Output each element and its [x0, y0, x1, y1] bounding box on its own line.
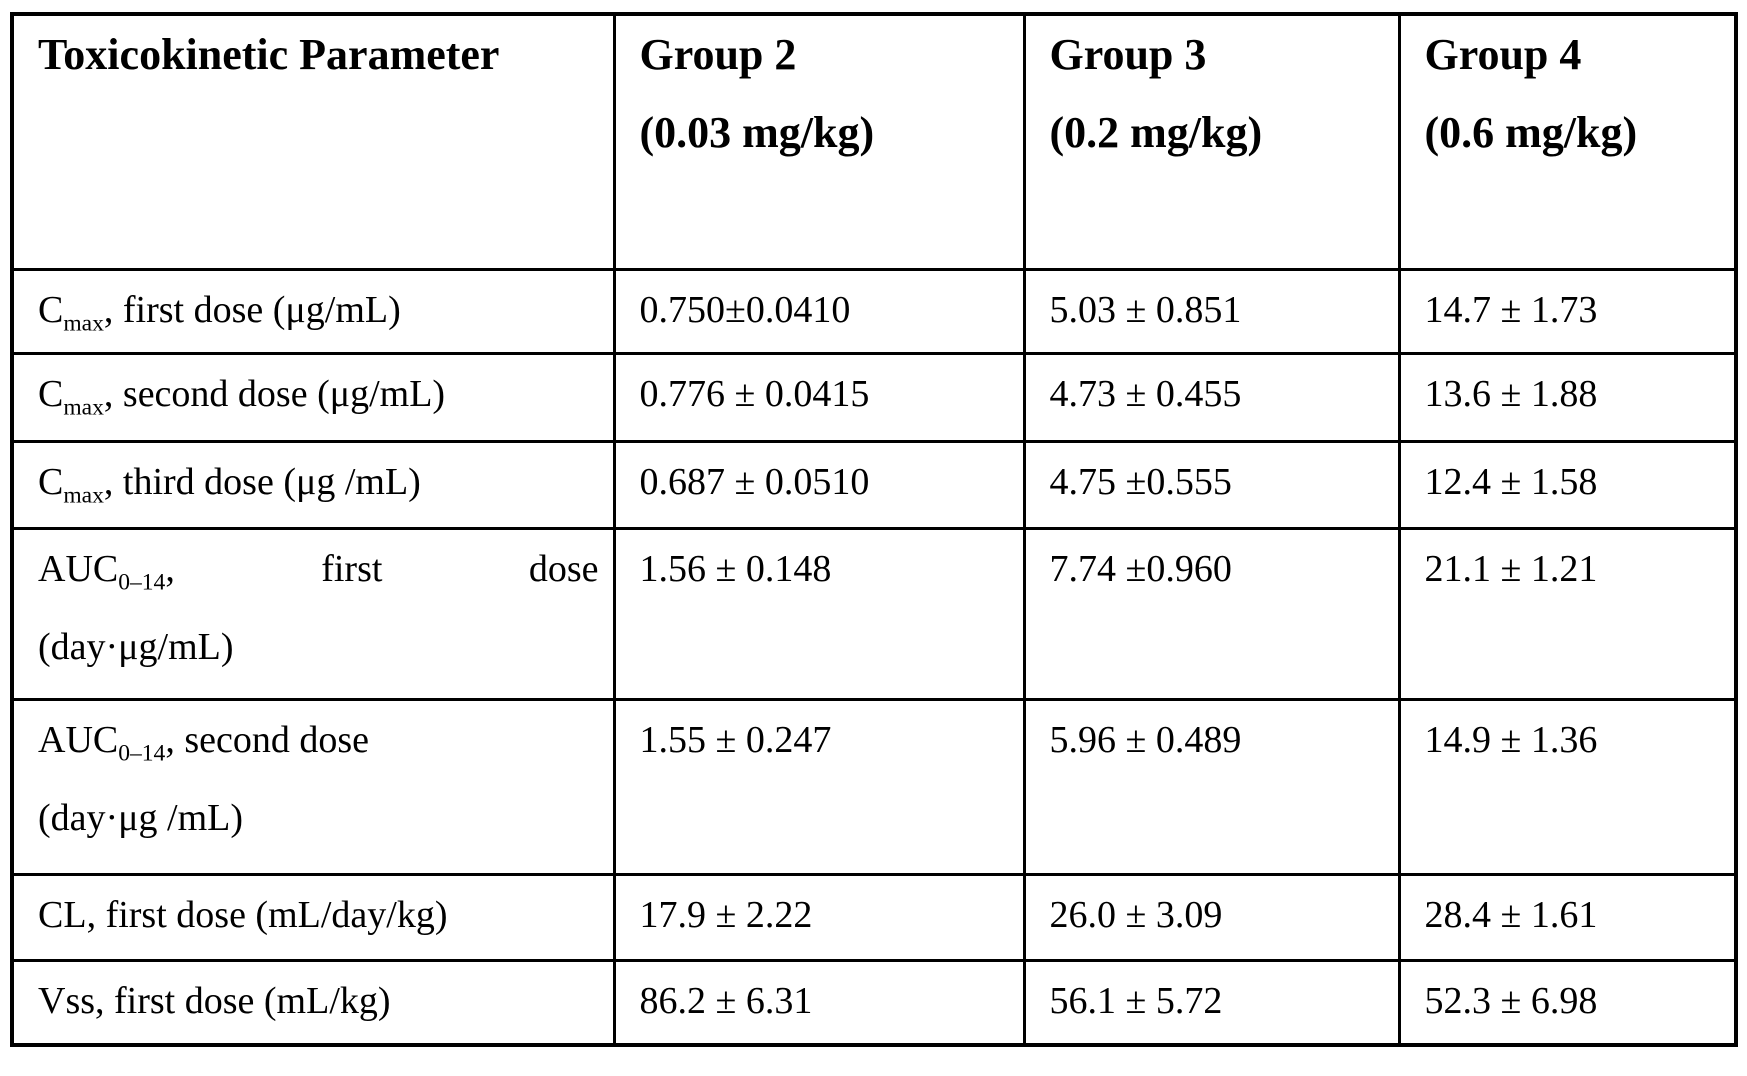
value-cell-group3: 7.74 ±0.960 — [1022, 526, 1401, 701]
header-cell-group2: Group 2 (0.03 mg/kg) — [612, 12, 1026, 271]
param-rest: , second dose — [165, 718, 370, 761]
param-base: AUC — [38, 547, 119, 590]
row-cl-first-dose: CL, first dose (mL/day/kg) 17.9 ± 2.22 2… — [10, 872, 1738, 962]
value-cell-group4: 13.6 ± 1.88 — [1397, 351, 1738, 443]
param-subscript: 0–14 — [118, 740, 166, 767]
value-cell-group2: 0.687 ± 0.0510 — [612, 439, 1026, 530]
param-base: CL — [38, 893, 87, 936]
param-line1: AUC0–14, first dose — [38, 531, 599, 608]
param-cell: Cmax, second dose (μg/mL) — [10, 351, 616, 443]
param-cell: AUC0–14, second dose (day·μg /mL) — [10, 697, 616, 876]
toxicokinetic-table: Toxicokinetic Parameter Group 2 (0.03 mg… — [10, 12, 1738, 1047]
group3-dose: (0.2 mg/kg) — [1049, 108, 1263, 157]
header-cell-group4: Group 4 (0.6 mg/kg) — [1397, 12, 1738, 271]
param-rest: , first dose (μg/mL) — [103, 288, 401, 331]
param-comma: , — [165, 547, 175, 590]
param-cell: Vss, first dose (mL/kg) — [10, 958, 616, 1047]
value-cell-group2: 0.776 ± 0.0415 — [612, 351, 1026, 443]
param-rest: , first dose (mL/kg) — [95, 979, 391, 1022]
value-cell-group3: 56.1 ± 5.72 — [1022, 958, 1401, 1047]
group2-dose: (0.03 mg/kg) — [639, 108, 875, 157]
param-word1: first — [321, 547, 383, 590]
param-base: C — [38, 288, 64, 331]
value-cell-group4: 14.9 ± 1.36 — [1397, 697, 1738, 876]
row-vss-first-dose: Vss, first dose (mL/kg) 86.2 ± 6.31 56.1… — [10, 958, 1738, 1047]
param-line2: (day·μg/mL) — [38, 625, 234, 668]
value-cell-group2: 0.750±0.0410 — [612, 267, 1026, 355]
value-cell-group3: 5.96 ± 0.489 — [1022, 697, 1401, 876]
value-cell-group2: 17.9 ± 2.22 — [612, 872, 1026, 962]
group4-dose: (0.6 mg/kg) — [1424, 108, 1638, 157]
group3-name: Group 3 — [1049, 30, 1207, 79]
value-cell-group2: 1.56 ± 0.148 — [612, 526, 1026, 701]
row-cmax-third-dose: Cmax, third dose (μg /mL) 0.687 ± 0.0510… — [10, 439, 1738, 530]
value-cell-group4: 14.7 ± 1.73 — [1397, 267, 1738, 355]
param-rest: , third dose (μg /mL) — [103, 460, 421, 503]
value-cell-group3: 26.0 ± 3.09 — [1022, 872, 1401, 962]
parameter-header-label: Toxicokinetic Parameter — [38, 30, 500, 79]
param-word2: dose — [528, 547, 599, 590]
row-auc-second-dose: AUC0–14, second dose (day·μg /mL) 1.55 ±… — [10, 697, 1738, 876]
row-cmax-second-dose: Cmax, second dose (μg/mL) 0.776 ± 0.0415… — [10, 351, 1738, 443]
value-cell-group2: 86.2 ± 6.31 — [612, 958, 1026, 1047]
param-base: C — [38, 372, 64, 415]
param-rest: , second dose (μg/mL) — [103, 372, 446, 415]
param-subscript: max — [63, 394, 104, 421]
param-subscript: 0–14 — [118, 569, 166, 596]
param-rest: , first dose (mL/day/kg) — [86, 893, 448, 936]
param-base: Vss — [38, 979, 96, 1022]
value-cell-group4: 21.1 ± 1.21 — [1397, 526, 1738, 701]
header-cell-parameter: Toxicokinetic Parameter — [10, 12, 616, 271]
param-line2: (day·μg /mL) — [38, 796, 244, 839]
header-row: Toxicokinetic Parameter Group 2 (0.03 mg… — [10, 12, 1738, 271]
param-subscript: max — [63, 482, 104, 509]
group4-name: Group 4 — [1424, 30, 1582, 79]
row-cmax-first-dose: Cmax, first dose (μg/mL) 0.750±0.0410 5.… — [10, 267, 1738, 355]
param-base: AUC — [38, 718, 119, 761]
param-cell: Cmax, first dose (μg/mL) — [10, 267, 616, 355]
param-base: C — [38, 460, 64, 503]
value-cell-group4: 28.4 ± 1.61 — [1397, 872, 1738, 962]
value-cell-group3: 4.73 ± 0.455 — [1022, 351, 1401, 443]
group2-name: Group 2 — [639, 30, 797, 79]
value-cell-group4: 52.3 ± 6.98 — [1397, 958, 1738, 1047]
param-subscript: max — [63, 310, 104, 337]
param-cell: AUC0–14, first dose (day·μg/mL) — [10, 526, 616, 701]
header-cell-group3: Group 3 (0.2 mg/kg) — [1022, 12, 1401, 271]
value-cell-group3: 4.75 ±0.555 — [1022, 439, 1401, 530]
value-cell-group2: 1.55 ± 0.247 — [612, 697, 1026, 876]
param-term: AUC0–14, — [38, 531, 175, 608]
param-line1: AUC0–14, second dose — [38, 702, 599, 779]
param-cell: Cmax, third dose (μg /mL) — [10, 439, 616, 530]
param-cell: CL, first dose (mL/day/kg) — [10, 872, 616, 962]
row-auc-first-dose: AUC0–14, first dose (day·μg/mL) 1.56 ± 0… — [10, 526, 1738, 701]
value-cell-group3: 5.03 ± 0.851 — [1022, 267, 1401, 355]
value-cell-group4: 12.4 ± 1.58 — [1397, 439, 1738, 530]
